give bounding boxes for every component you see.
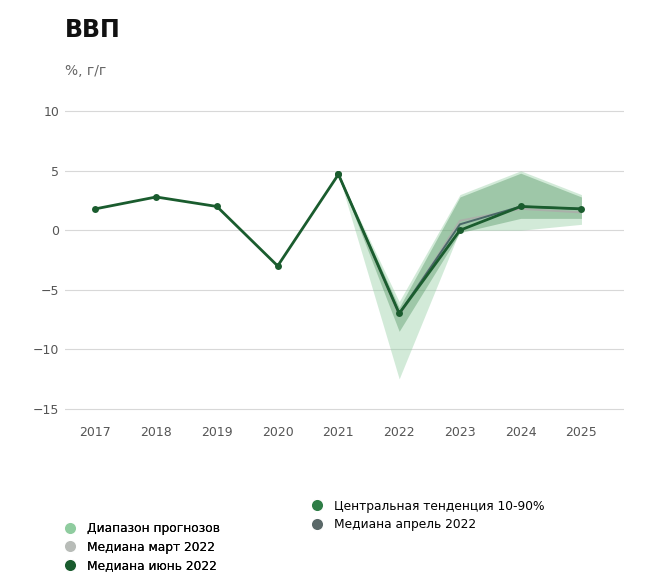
Legend: Диапазон прогнозов, Медиана март 2022, Медиана июнь 2022: Диапазон прогнозов, Медиана март 2022, М…	[58, 522, 220, 572]
Text: %, г/г: %, г/г	[65, 64, 106, 78]
Text: ВВП: ВВП	[65, 18, 121, 41]
Legend: Центральная тенденция 10-90%, Медиана апрель 2022: Центральная тенденция 10-90%, Медиана ап…	[305, 500, 545, 531]
